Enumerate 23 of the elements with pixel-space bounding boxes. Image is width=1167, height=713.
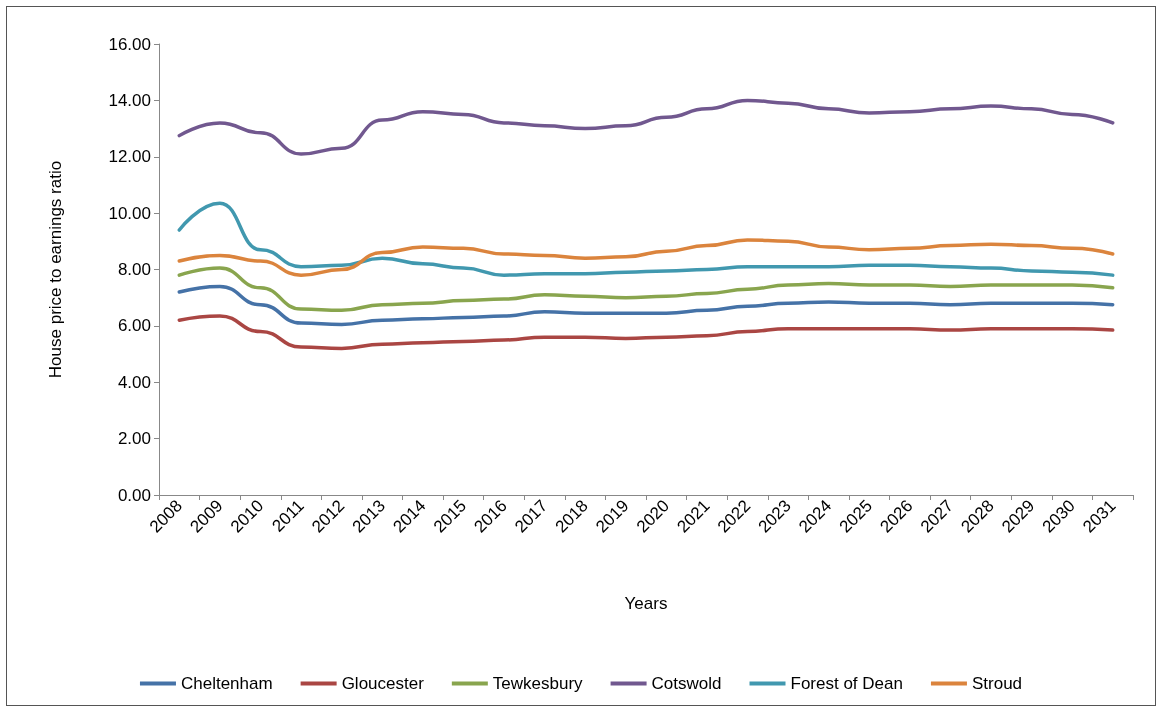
line-series (177, 266, 1115, 313)
y-tick-label: 14.00 (108, 90, 151, 110)
y-tick-label: 6.00 (117, 316, 151, 336)
y-tick-label: 12.00 (108, 147, 151, 167)
line-series (177, 284, 1115, 327)
y-tick-label: 8.00 (117, 260, 151, 279)
line-series (177, 314, 1115, 351)
legend-label: Forest of Dean (790, 674, 903, 693)
line-series (177, 98, 1115, 156)
legend-label: Tewkesbury (492, 674, 584, 693)
x-axis-title: Years (624, 594, 668, 613)
legend-label: Stroud (971, 674, 1023, 693)
y-tick-label: 10.00 (108, 203, 151, 223)
legend-label: Gloucester (341, 674, 425, 693)
y-axis-title: House price to earnings ratio (46, 160, 65, 379)
line-series (177, 238, 1115, 277)
y-tick-label: 4.00 (117, 372, 151, 392)
legend-label: Cheltenham (180, 674, 273, 693)
line-series (177, 201, 1115, 277)
legend-label: Cotswold (651, 674, 722, 693)
y-tick-label: 0.00 (117, 485, 151, 505)
y-tick-label: 2.00 (117, 429, 151, 449)
y-tick-label: 16.00 (108, 34, 151, 54)
